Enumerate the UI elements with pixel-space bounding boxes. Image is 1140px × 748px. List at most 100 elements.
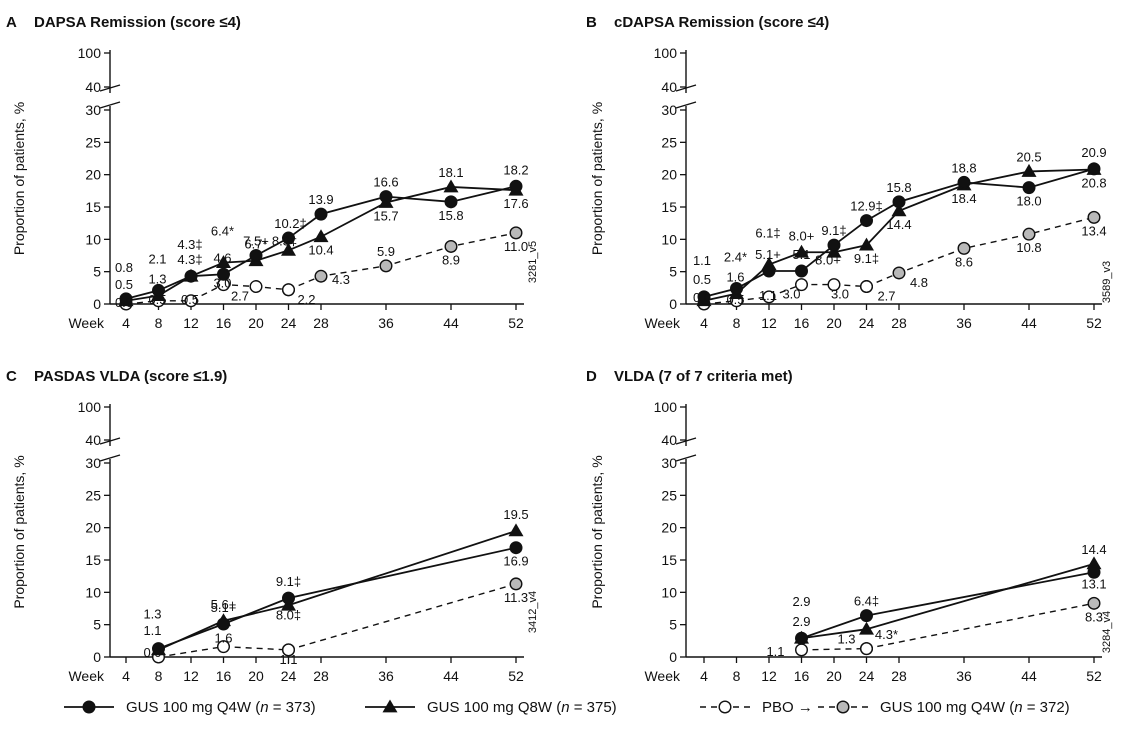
data-label: 0.5: [726, 292, 744, 307]
y-tick-label: 5: [669, 264, 677, 280]
marker-open-circle: [795, 278, 809, 292]
y-tick-label: 20: [85, 167, 101, 183]
data-label: 8.0+: [815, 252, 841, 267]
marker-circle: [762, 264, 776, 278]
x-tick-label: 8: [733, 315, 741, 331]
marker-circle: [444, 195, 458, 209]
data-label: 15.8: [886, 180, 911, 195]
axis-break: [675, 437, 697, 445]
data-label: 0.0: [143, 645, 161, 660]
data-label: 10.2‡: [274, 216, 307, 231]
axis-break: [99, 101, 121, 109]
x-tick-label: 8: [155, 315, 163, 331]
legend-prefix: GUS 100 mg Q8W (: [427, 699, 561, 716]
data-label: 8.6: [955, 254, 973, 269]
legend-prefix: GUS 100 mg Q4W (: [880, 699, 1014, 716]
marker-circle: [184, 269, 198, 283]
y-tick-label: 40: [661, 79, 677, 95]
marker-circle: [795, 631, 809, 645]
y-tick-label: 25: [85, 487, 101, 503]
data-label: 5.1+: [211, 600, 237, 615]
marker-open-circle: [860, 280, 874, 294]
legend-n: n: [1014, 699, 1022, 716]
data-label: 15.7: [373, 208, 398, 223]
data-label: 3.0: [831, 287, 849, 302]
x-axis-label: Week: [68, 668, 105, 684]
panel-c: C PASDAS VLDA (score ≤1.9) 0 5 10 15 20 25 30 40 1…: [6, 368, 539, 684]
data-label: 20.8: [1081, 175, 1106, 190]
panel-title: VLDA (7 of 7 criteria met): [614, 368, 793, 385]
y-tick-label: 40: [85, 432, 101, 448]
marker-triangle: [281, 242, 296, 256]
y-tick-label: 10: [661, 584, 677, 600]
y-tick-label: 100: [654, 45, 678, 61]
data-label: 0.0: [693, 290, 711, 305]
x-tick-label: 52: [508, 315, 524, 331]
marker-triangle: [891, 203, 907, 217]
marker-circle: [282, 231, 296, 245]
data-label: 8.3: [1085, 609, 1103, 624]
x-tick-label: 24: [281, 315, 297, 331]
data-label: 6.7*: [244, 237, 267, 252]
data-label: 2.2: [297, 292, 315, 307]
series-line-pbo_gus: [866, 602, 1095, 650]
x-tick-label: 24: [281, 668, 297, 684]
x-tick-label: 4: [122, 315, 130, 331]
data-label: 10.4: [308, 243, 333, 258]
legend: GUS 100 mg Q4W (n = 373) GUS 100 mg Q8W (…: [64, 699, 1070, 716]
marker-circle: [892, 195, 906, 209]
marker-grey-circle: [379, 259, 393, 273]
marker-open-circle: [282, 283, 296, 297]
x-tick-label: 12: [183, 668, 199, 684]
y-axis-label: Proportion of patients, %: [589, 102, 605, 255]
marker-grey-circle: [509, 226, 523, 240]
marker-open-circle: [762, 290, 776, 304]
x-tick-label: 20: [248, 315, 264, 331]
marker-open-circle: [282, 643, 296, 657]
marker-grey-circle: [444, 239, 458, 253]
data-label: 20.9: [1081, 145, 1106, 160]
panel-letter: D: [586, 368, 597, 385]
data-label: 17.6: [503, 196, 528, 211]
marker-circle: [1087, 162, 1101, 176]
data-label: 0.0: [115, 295, 133, 310]
legend-label-q8w: GUS 100 mg Q8W (n = 375): [427, 699, 617, 716]
marker-triangle: [443, 179, 459, 193]
data-label: 2.7: [877, 289, 895, 304]
data-label: 14.4: [1081, 542, 1106, 557]
legend-label-q4w: GUS 100 mg Q4W (n = 373): [126, 699, 316, 716]
marker-grey-circle: [509, 577, 523, 591]
y-tick-label: 40: [661, 432, 677, 448]
y-axis-label: Proportion of patients, %: [589, 455, 605, 608]
x-axis-label: Week: [644, 315, 681, 331]
x-tick-label: 16: [216, 315, 232, 331]
data-label: 9.1‡: [821, 223, 846, 238]
data-label: 2.4*: [724, 249, 747, 264]
x-tick-label: 44: [1021, 668, 1037, 684]
data-label: 4.6: [213, 250, 231, 265]
marker-open-circle: [184, 294, 198, 308]
marker-circle: [249, 248, 263, 262]
series-line-pbo: [801, 647, 867, 651]
data-label: 1.1: [766, 644, 784, 659]
marker-triangle: [382, 699, 398, 713]
x-tick-label: 4: [700, 668, 708, 684]
data-label: 5.1+: [755, 247, 781, 262]
y-tick-label: 100: [78, 399, 102, 415]
data-label: 6.4‡: [854, 594, 879, 609]
legend-label-pbo_gus: GUS 100 mg Q4W (n = 372): [880, 699, 1070, 716]
marker-open-circle: [249, 280, 263, 294]
y-tick-label: 25: [661, 134, 677, 150]
marker-circle: [151, 642, 165, 656]
data-label: 9.1‡: [276, 574, 301, 589]
marker-circle: [860, 214, 874, 228]
data-label: 18.1: [438, 165, 463, 180]
marker-grey-circle: [314, 269, 328, 283]
series-line-q8w: [703, 168, 1095, 302]
y-tick-label: 25: [661, 487, 677, 503]
axis-break: [675, 84, 697, 92]
data-label: 4.3*: [875, 627, 898, 642]
marker-circle: [1022, 181, 1036, 195]
marker-open-circle: [860, 642, 874, 656]
